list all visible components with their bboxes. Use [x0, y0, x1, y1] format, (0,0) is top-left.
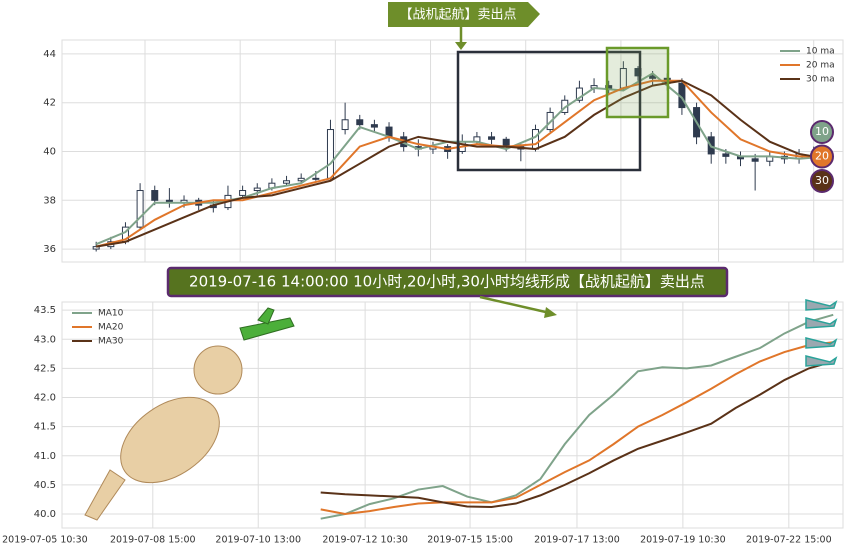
legend-label: 20 ma — [806, 61, 835, 71]
ma-line — [96, 79, 829, 248]
candle-body — [253, 187, 261, 192]
candle-body — [136, 190, 144, 228]
candle-body — [239, 190, 247, 196]
arrow-head — [544, 307, 557, 318]
ma-line — [320, 360, 834, 509]
x-tick-label: 2019-07-17 13:00 — [534, 535, 620, 546]
y-tick-label: 40.0 — [34, 509, 56, 520]
y-tick-label: 41.5 — [34, 422, 56, 433]
candle-body — [751, 158, 759, 162]
x-tick-label: 2019-07-22 15:00 — [746, 535, 832, 546]
candle-body — [370, 124, 378, 128]
y-tick-label: 40.5 — [34, 480, 56, 491]
badge — [810, 169, 834, 193]
ma-line — [95, 79, 829, 248]
plane-icon — [805, 337, 838, 349]
y-tick-label: 42.5 — [34, 363, 56, 374]
badge — [810, 144, 834, 169]
y-tick-label: 36 — [43, 244, 56, 255]
x-tick-label: 2019-07-19 10:30 — [640, 535, 726, 546]
plane-icon — [805, 299, 838, 311]
plane-icon — [805, 355, 838, 367]
plane-icons — [805, 299, 838, 367]
dog-head — [193, 345, 243, 395]
x-tick-label: 2019-07-15 15:00 — [427, 535, 513, 546]
badge-label: 20 — [815, 150, 829, 163]
candle-body — [356, 119, 364, 126]
annotation-box — [166, 266, 729, 298]
arrow — [479, 295, 551, 315]
highlight-box — [456, 50, 642, 172]
candle-body — [605, 85, 613, 89]
annotation: 【战机起航】卖出点 — [399, 7, 516, 23]
y-tick-label: 43.0 — [34, 334, 56, 345]
candle-body — [341, 119, 349, 131]
legend-label: MA30 — [98, 337, 124, 347]
ma-line — [320, 341, 834, 516]
candle-body — [151, 190, 159, 201]
candle-body — [297, 177, 305, 182]
x-tick-label: 2019-07-10 13:00 — [215, 535, 301, 546]
arrow-head — [455, 42, 467, 50]
y-tick-label: 40 — [43, 146, 56, 157]
grid-layer — [62, 40, 843, 528]
candle-body — [575, 87, 583, 101]
badge — [810, 120, 834, 144]
y-tick-label: 43.5 — [34, 305, 56, 316]
y-tick-label: 38 — [43, 195, 56, 206]
y-tick-label: 42.0 — [34, 393, 56, 404]
ma-line — [320, 313, 834, 520]
y-tick-label: 44 — [43, 49, 56, 60]
dog-leg — [84, 469, 126, 521]
annotation-box — [388, 2, 540, 27]
plane-icon — [805, 317, 838, 329]
dog-illustration — [84, 345, 243, 521]
y-tick-label: 41.0 — [34, 451, 56, 462]
badge-label: 30 — [815, 174, 829, 187]
plane-toy — [239, 307, 295, 341]
plane-body — [239, 317, 295, 341]
highlight-box — [605, 46, 670, 119]
dog-body — [120, 396, 220, 484]
candle-body — [312, 177, 320, 180]
legend-label: MA20 — [98, 323, 124, 333]
plane-wing — [257, 307, 275, 325]
y-tick-label: 42 — [43, 98, 56, 109]
candle-body — [531, 129, 539, 150]
mark-layer: 36 38 40 42 44 10 ma 20 ma 30 ma 10 20 30 40.0 40.5 4… — [2, 47, 834, 546]
x-tick-label: 2019-07-08 15:00 — [110, 535, 196, 546]
annotation: 2019-07-16 14:00:00 10小时,20小时,30小时均线形成【战… — [189, 273, 705, 291]
candle-body — [488, 136, 496, 140]
legend-label: MA10 — [98, 309, 124, 319]
legend-label: 10 ma — [806, 47, 835, 57]
candle-body — [326, 129, 334, 179]
candle-body — [722, 153, 730, 157]
x-tick-label: 2019-07-12 10:30 — [322, 535, 408, 546]
candle-body — [283, 180, 291, 184]
ma-line — [95, 72, 829, 246]
x-tick-label: 2019-07-05 10:30 — [2, 535, 88, 546]
legend-label: 30 ma — [806, 75, 835, 85]
badge-label: 10 — [815, 125, 829, 138]
